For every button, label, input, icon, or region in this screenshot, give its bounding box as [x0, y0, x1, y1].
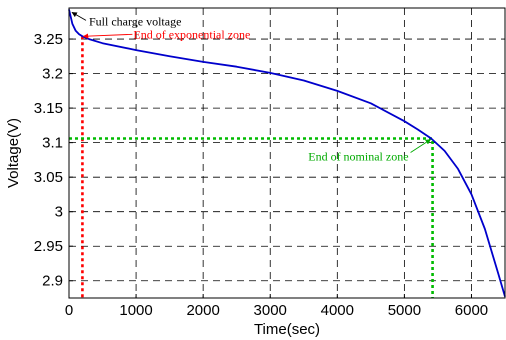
x-tick-label: 2000 [186, 302, 219, 319]
x-axis-label: Time(sec) [254, 321, 320, 338]
series-layer [68, 9, 506, 297]
y-tick-label: 2.9 [42, 273, 63, 290]
x-tick-label: 1000 [119, 302, 152, 319]
plot-frame [68, 7, 506, 299]
y-tick-label: 3.25 [34, 31, 63, 48]
y-tick-label: 3.15 [34, 100, 63, 117]
nominal-zone-label: End of nominal zone [308, 150, 408, 164]
discharge-curve [68, 9, 506, 297]
y-tick-label: 3.2 [42, 66, 63, 83]
y-tick-label: 2.95 [34, 238, 63, 255]
x-tick-label: 6000 [455, 302, 488, 319]
y-tick-label: 3.05 [34, 169, 63, 186]
exponential-zone-label: End of exponential zone [133, 27, 250, 41]
full-charge-label: Full charge voltage [89, 14, 181, 28]
nominal-zone-arrow [410, 139, 432, 153]
nominal-zone-marker [69, 137, 434, 298]
zone-markers [69, 36, 434, 298]
y-tick-label: 3 [55, 204, 63, 221]
y-axis-label: Voltage(V) [5, 118, 22, 188]
ticks: 0 1000 2000 3000 4000 5000 6000 2.9 2.95 3 3.05 3.1… [34, 31, 488, 319]
exponential-zone-arrow [82, 33, 133, 39]
grid [69, 8, 505, 298]
full-charge-arrow [71, 11, 87, 21]
x-tick-label: 3000 [254, 302, 287, 319]
x-tick-label: 4000 [321, 302, 354, 319]
x-tick-label: 5000 [388, 302, 421, 319]
y-tick-label: 3.1 [42, 135, 63, 152]
x-tick-label: 0 [65, 302, 73, 319]
